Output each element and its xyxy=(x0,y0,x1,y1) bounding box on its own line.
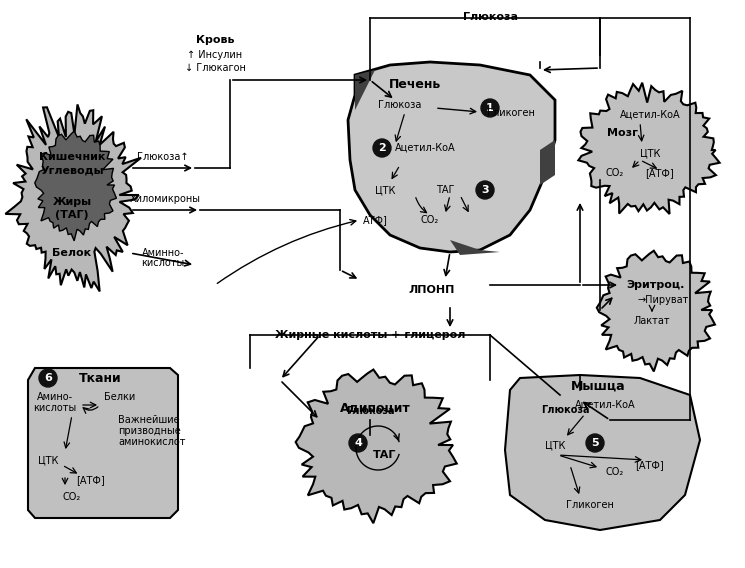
Text: ЦТК: ЦТК xyxy=(375,185,395,195)
Polygon shape xyxy=(578,83,720,214)
Text: Кишечник: Кишечник xyxy=(39,152,105,162)
Text: Жиры: Жиры xyxy=(52,197,92,207)
Text: ЦТК: ЦТК xyxy=(545,440,565,450)
Polygon shape xyxy=(296,370,457,523)
Text: аминокислот: аминокислот xyxy=(118,437,186,447)
Text: →Пируват: →Пируват xyxy=(637,295,688,305)
Text: Жирные кислоты + глицерол: Жирные кислоты + глицерол xyxy=(275,330,465,340)
Text: Глюкоза: Глюкоза xyxy=(463,12,518,22)
Text: Аминно-: Аминно- xyxy=(142,248,184,258)
Text: Ацетил-КоА: Ацетил-КоА xyxy=(620,110,681,120)
Text: ТАГ: ТАГ xyxy=(436,185,454,195)
Text: ↑ Инсулин: ↑ Инсулин xyxy=(188,50,243,60)
Polygon shape xyxy=(348,62,555,252)
Circle shape xyxy=(476,181,494,199)
Polygon shape xyxy=(540,140,555,185)
Text: Мышца: Мышца xyxy=(571,380,625,393)
Text: Гликоген: Гликоген xyxy=(487,108,535,118)
Circle shape xyxy=(481,99,499,117)
Text: Глюкоза: Глюкоза xyxy=(541,405,589,415)
Text: 2: 2 xyxy=(378,143,386,153)
Text: ЛПОНП: ЛПОНП xyxy=(409,285,455,295)
Text: Белок: Белок xyxy=(52,248,92,258)
Text: Важнейшие: Важнейшие xyxy=(118,415,180,425)
Text: Ацетил-КоА: Ацетил-КоА xyxy=(395,143,456,153)
Text: 4: 4 xyxy=(354,438,362,448)
Text: Гликоген: Гликоген xyxy=(566,500,614,510)
Text: CO₂: CO₂ xyxy=(606,168,624,178)
Text: Глюкоза: Глюкоза xyxy=(346,406,394,416)
Text: CO₂: CO₂ xyxy=(63,492,81,502)
Text: (ТАГ): (ТАГ) xyxy=(55,210,89,220)
Text: Ткани: Ткани xyxy=(79,372,121,385)
Text: [АТФ]: [АТФ] xyxy=(646,168,674,178)
Text: Мозг: Мозг xyxy=(607,128,638,138)
Polygon shape xyxy=(355,70,375,110)
Text: кислоты: кислоты xyxy=(34,403,77,413)
Text: ↓ Глюкагон: ↓ Глюкагон xyxy=(185,63,245,73)
Text: Белки: Белки xyxy=(104,392,136,402)
Text: 5: 5 xyxy=(592,438,599,448)
Polygon shape xyxy=(505,375,700,530)
Polygon shape xyxy=(35,131,116,241)
Text: Печень: Печень xyxy=(389,78,441,91)
Text: 6: 6 xyxy=(44,373,52,383)
Text: [АТФ]: [АТФ] xyxy=(76,475,104,485)
Text: Глюкоза↑: Глюкоза↑ xyxy=(137,152,188,162)
Circle shape xyxy=(39,369,57,387)
Text: Глюкоза: Глюкоза xyxy=(378,100,422,110)
Text: призводные: призводные xyxy=(118,426,181,436)
Text: ЦТК: ЦТК xyxy=(38,455,58,465)
Text: АТФ]: АТФ] xyxy=(363,215,387,225)
Polygon shape xyxy=(597,250,715,371)
Text: Углеводы: Углеводы xyxy=(40,165,104,175)
Text: 1: 1 xyxy=(486,103,494,113)
Text: CO₂: CO₂ xyxy=(421,215,439,225)
Text: Ацетил-КоА: Ацетил-КоА xyxy=(575,400,635,410)
Text: Лактат: Лактат xyxy=(634,316,670,326)
Text: [АТФ]: [АТФ] xyxy=(635,460,665,470)
Text: ТАГ: ТАГ xyxy=(373,450,396,460)
Circle shape xyxy=(586,434,604,452)
Text: Кровь: Кровь xyxy=(196,35,234,45)
Polygon shape xyxy=(450,240,500,255)
Circle shape xyxy=(349,434,367,452)
Text: кислоты: кислоты xyxy=(142,258,185,268)
Text: Хиломикроны: Хиломикроны xyxy=(130,194,200,204)
Circle shape xyxy=(373,139,391,157)
Polygon shape xyxy=(28,368,178,518)
Text: Адипоцит: Адипоцит xyxy=(340,402,410,415)
Text: Эритроц.: Эритроц. xyxy=(626,280,684,290)
Text: ЦТК: ЦТК xyxy=(640,148,660,158)
Text: Амино-: Амино- xyxy=(37,392,73,402)
Text: CO₂: CO₂ xyxy=(606,467,624,477)
Polygon shape xyxy=(5,105,141,291)
Text: 3: 3 xyxy=(481,185,489,195)
